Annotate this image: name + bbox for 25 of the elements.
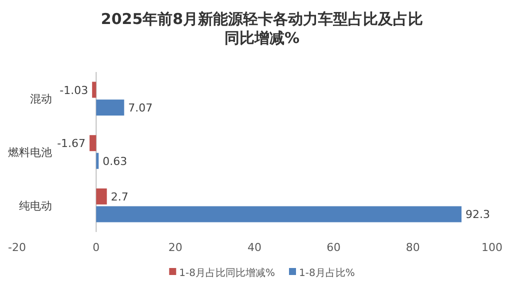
x-tick-label: -20 bbox=[8, 240, 26, 254]
bar bbox=[96, 206, 462, 222]
x-tick-label: 20 bbox=[168, 240, 182, 254]
bar bbox=[90, 135, 96, 152]
legend-label: 1-8月占比% bbox=[299, 267, 355, 279]
bar bbox=[96, 152, 99, 169]
data-label: 7.07 bbox=[128, 102, 153, 115]
x-tick-label: 0 bbox=[92, 240, 100, 254]
x-tick-label: 80 bbox=[406, 240, 420, 254]
y-tick-label: 混动 bbox=[30, 92, 52, 106]
x-tick-label: 40 bbox=[248, 240, 262, 254]
y-tick-label: 燃料电池 bbox=[8, 146, 52, 159]
x-tick-label: 60 bbox=[326, 240, 341, 254]
bar bbox=[96, 188, 107, 204]
bar bbox=[96, 100, 124, 116]
data-label: -1.67 bbox=[57, 137, 86, 150]
x-tick-label: 100 bbox=[482, 240, 502, 254]
bar bbox=[92, 82, 96, 98]
legend-label: 1-8月占比同比增减% bbox=[179, 267, 275, 279]
data-label: 92.3 bbox=[466, 208, 490, 222]
chart-title: 2025年前8月新能源轻卡各动力车型占比及占比同比增减% bbox=[100, 10, 424, 47]
data-label: -1.03 bbox=[60, 84, 88, 97]
data-label: 2.7 bbox=[110, 190, 128, 204]
y-tick-label: 纯电动 bbox=[19, 199, 52, 212]
data-label: 0.63 bbox=[102, 154, 128, 168]
